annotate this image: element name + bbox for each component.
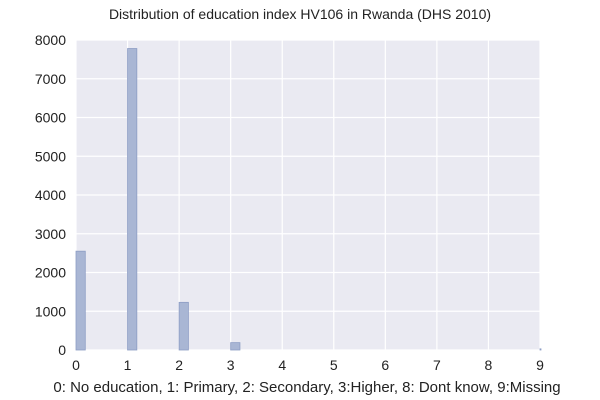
x-tick-label: 2 bbox=[175, 357, 183, 373]
y-axis-ticks: 0 1000 2000 3000 4000 5000 6000 7000 8000 bbox=[35, 32, 66, 358]
x-tick-label: 7 bbox=[433, 357, 441, 373]
histogram-bar bbox=[127, 48, 138, 351]
bars bbox=[75, 48, 542, 351]
x-tick-label: 5 bbox=[330, 357, 338, 373]
y-tick-label: 8000 bbox=[35, 32, 66, 48]
histogram-bar bbox=[75, 250, 86, 351]
x-tick-label: 9 bbox=[536, 357, 544, 373]
y-tick-label: 6000 bbox=[35, 110, 66, 126]
y-tick-label: 7000 bbox=[35, 71, 66, 87]
histogram-bar bbox=[539, 348, 542, 351]
x-tick-label: 3 bbox=[227, 357, 235, 373]
x-tick-label: 1 bbox=[124, 357, 132, 373]
chart-title: Distribution of education index HV106 in… bbox=[109, 6, 491, 22]
y-tick-label: 5000 bbox=[35, 148, 66, 164]
y-tick-label: 3000 bbox=[35, 226, 66, 242]
y-tick-label: 4000 bbox=[35, 187, 66, 203]
x-axis-ticks: 0 1 2 3 4 5 6 7 8 9 bbox=[72, 357, 544, 373]
x-tick-label: 6 bbox=[381, 357, 389, 373]
y-tick-label: 1000 bbox=[35, 303, 66, 319]
y-tick-label: 2000 bbox=[35, 265, 66, 281]
x-axis-label: 0: No education, 1: Primary, 2: Secondar… bbox=[53, 379, 560, 396]
histogram-bar bbox=[230, 342, 241, 351]
x-tick-label: 8 bbox=[485, 357, 493, 373]
histogram-bar bbox=[178, 301, 189, 351]
y-tick-label: 0 bbox=[58, 342, 66, 358]
x-tick-label: 0 bbox=[72, 357, 80, 373]
x-tick-label: 4 bbox=[278, 357, 286, 373]
